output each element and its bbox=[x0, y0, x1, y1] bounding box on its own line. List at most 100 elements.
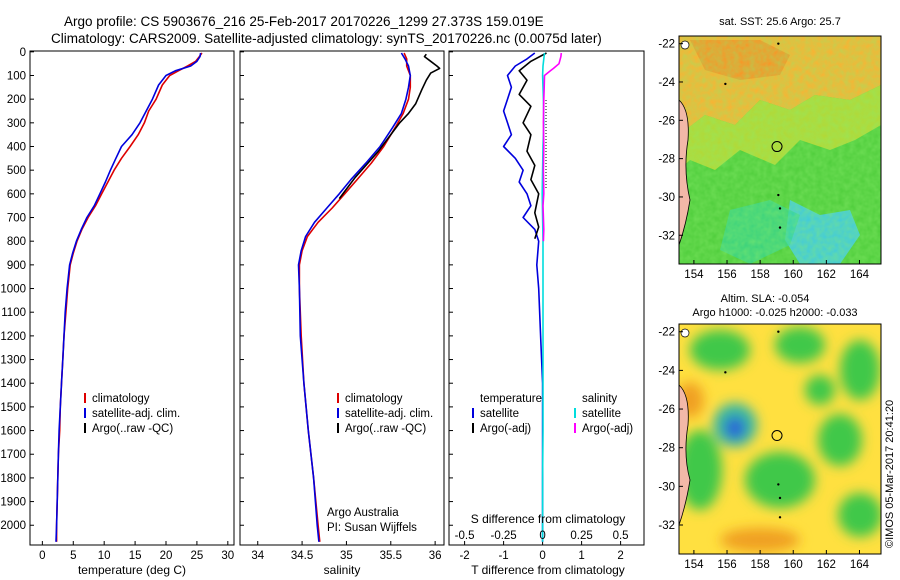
difference-legend: temperature salinity satellite Argo(-adj… bbox=[472, 393, 633, 435]
y-tick-label: 1800 bbox=[0, 473, 26, 485]
sla-blob bbox=[840, 340, 880, 400]
map-x-tick-label: 154 bbox=[684, 269, 704, 281]
y-tick-label: 2000 bbox=[0, 520, 26, 532]
credit-org: Argo Australia bbox=[327, 507, 399, 519]
y-tick-label: 1400 bbox=[0, 378, 26, 390]
sla-blob bbox=[775, 327, 825, 363]
map-x-tick-label: 162 bbox=[817, 559, 836, 571]
difference-ticks: -2 -1 0 1 2 bbox=[449, 51, 624, 562]
salinity-legend: climatology satellite-adj. clim. Argo(..… bbox=[337, 393, 433, 435]
map-y-tick-label: -28 bbox=[658, 154, 675, 166]
sla-blob bbox=[720, 528, 800, 552]
series-line-satellite bbox=[55, 52, 202, 542]
series-line-satellite bbox=[297, 52, 412, 542]
sst-map-title: sat. SST: 25.6 Argo: 25.7 bbox=[719, 16, 841, 28]
sla-blob bbox=[679, 430, 722, 510]
map-y-tick-label: -22 bbox=[658, 327, 675, 339]
sla-blob bbox=[838, 493, 881, 537]
sla-map-title: Altim. SLA: -0.054 bbox=[721, 293, 810, 305]
x-tick-label: 0 bbox=[39, 550, 45, 562]
y-tick-label: 700 bbox=[7, 213, 26, 225]
legend-header-temperature: temperature bbox=[480, 393, 542, 405]
map-y-tick-label: -32 bbox=[658, 230, 675, 242]
sla-blob bbox=[725, 417, 745, 439]
sst-coastline bbox=[679, 99, 691, 246]
temperature-xlabel: temperature (deg C) bbox=[78, 563, 186, 577]
sst-map-field bbox=[679, 36, 881, 264]
sla-coastline bbox=[679, 384, 691, 526]
y-tick-label: 1500 bbox=[0, 402, 26, 414]
temperature-series bbox=[55, 52, 203, 542]
island-dot bbox=[777, 193, 780, 197]
imos-timestamp: ©IMOS 05-Mar-2017 20:41:20 bbox=[884, 400, 896, 548]
legend-label-s-argo: Argo(-adj) bbox=[582, 423, 633, 435]
map-y-tick-label: -26 bbox=[658, 115, 675, 127]
map-y-tick-label: -32 bbox=[658, 520, 675, 532]
sla-blob bbox=[805, 375, 835, 405]
series-line-S-argo bbox=[542, 52, 563, 242]
header-line-1: Argo profile: CS 5903676_216 25-Feb-2017… bbox=[64, 14, 544, 29]
y-tick-label: 300 bbox=[7, 118, 26, 130]
map-x-tick-label: 160 bbox=[784, 269, 803, 281]
map-x-tick-label: 164 bbox=[850, 269, 870, 281]
y-tick-label: 0 bbox=[20, 47, 26, 59]
island-dot bbox=[724, 82, 727, 86]
x-tick-label: 34 bbox=[251, 550, 264, 562]
map-x-tick-label: 154 bbox=[684, 559, 704, 571]
header-line-2: Climatology: CARS2009. Satellite-adjuste… bbox=[51, 31, 602, 46]
map-y-tick-label: -22 bbox=[658, 39, 675, 51]
sla-map-frame bbox=[678, 323, 882, 555]
y-tick-label: 900 bbox=[7, 260, 26, 272]
x-tick-label: 30 bbox=[221, 550, 234, 562]
y-tick-label: 1300 bbox=[0, 355, 26, 367]
x-tick-label: -2 bbox=[459, 550, 469, 562]
top-tick-label: 0 bbox=[539, 530, 545, 542]
island-dot bbox=[778, 496, 782, 500]
temperature-panel: 0 5 10 15 20 25 300100200300400500600700800900… bbox=[0, 47, 235, 577]
top-tick-label: -0.25 bbox=[490, 530, 516, 542]
map-x-tick-label: 160 bbox=[784, 559, 803, 571]
x-tick-label: 36 bbox=[429, 550, 442, 562]
sst-island-dots bbox=[724, 42, 782, 229]
sla-map-ticks: 154 156 158 160 162 164 -22 -24 -26 -28 -30 -32 bbox=[658, 327, 869, 571]
salinity-panel: 34 34.5 35 35.5 36 salinity climatology sate… bbox=[239, 50, 445, 577]
y-tick-label: 100 bbox=[7, 70, 26, 82]
map-y-tick-label: -24 bbox=[658, 365, 675, 377]
y-tick-label: 400 bbox=[7, 142, 26, 154]
series-line-argo bbox=[338, 53, 441, 200]
island-dot bbox=[777, 330, 780, 333]
difference-series bbox=[502, 52, 563, 542]
top-tick-label: -0.5 bbox=[455, 530, 475, 542]
x-tick-label: 2 bbox=[617, 550, 623, 562]
x-tick-label: 34.5 bbox=[291, 550, 313, 562]
sst-profile-marker bbox=[771, 141, 783, 153]
y-tick-label: 200 bbox=[7, 94, 26, 106]
difference-panel: -2 -1 0 1 2 S difference from climatology -0… bbox=[448, 50, 645, 577]
sst-map-frame bbox=[678, 35, 882, 265]
legend-label-argo: Argo(..raw -QC) bbox=[345, 423, 426, 435]
island-dot bbox=[778, 226, 782, 229]
x-tick-label: 5 bbox=[70, 550, 76, 562]
map-x-tick-label: 162 bbox=[817, 269, 836, 281]
top-tick-label: 0.5 bbox=[613, 530, 629, 542]
legend-label-satellite: satellite-adj. clim. bbox=[345, 408, 433, 420]
difference-top-ticks: -0.5 -0.25 0 0.25 0.5 bbox=[455, 530, 629, 542]
temperature-axes bbox=[29, 50, 235, 546]
sla-map-field bbox=[679, 324, 881, 554]
x-tick-label: 35.5 bbox=[380, 550, 402, 562]
sla-blob bbox=[818, 414, 862, 466]
legend-label-satellite: satellite-adj. clim. bbox=[92, 408, 180, 420]
map-y-tick-label: -24 bbox=[658, 77, 675, 89]
salinity-series bbox=[297, 52, 441, 542]
difference-axes bbox=[448, 50, 645, 546]
sla-island-dots bbox=[724, 330, 782, 519]
y-tick-label: 1600 bbox=[0, 426, 26, 438]
map-y-tick-label: -30 bbox=[658, 481, 675, 493]
map-y-tick-label: -26 bbox=[658, 404, 675, 416]
island-dot bbox=[724, 371, 727, 374]
x-tick-label: 1 bbox=[578, 550, 584, 562]
sst-island bbox=[680, 40, 690, 50]
x-tick-label: 35 bbox=[340, 550, 353, 562]
map-x-tick-label: 158 bbox=[751, 269, 770, 281]
